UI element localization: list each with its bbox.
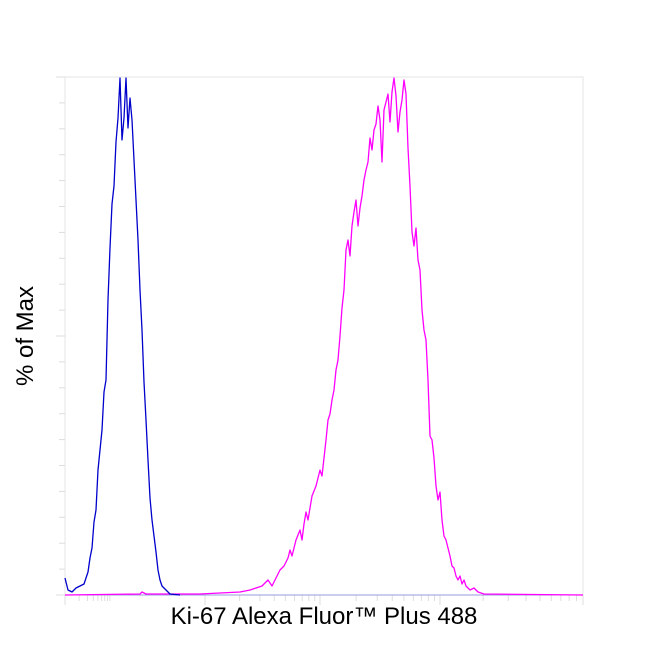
histogram-trace [64, 77, 181, 596]
x-axis-ticks [64, 595, 584, 605]
histogram-trace [64, 77, 584, 596]
x-axis-label: Ki-67 Alexa Fluor™ Plus 488 [170, 603, 478, 630]
series-layer [64, 77, 584, 596]
y-axis-ticks [56, 76, 65, 596]
y-axis-label: % of Max [12, 285, 39, 387]
